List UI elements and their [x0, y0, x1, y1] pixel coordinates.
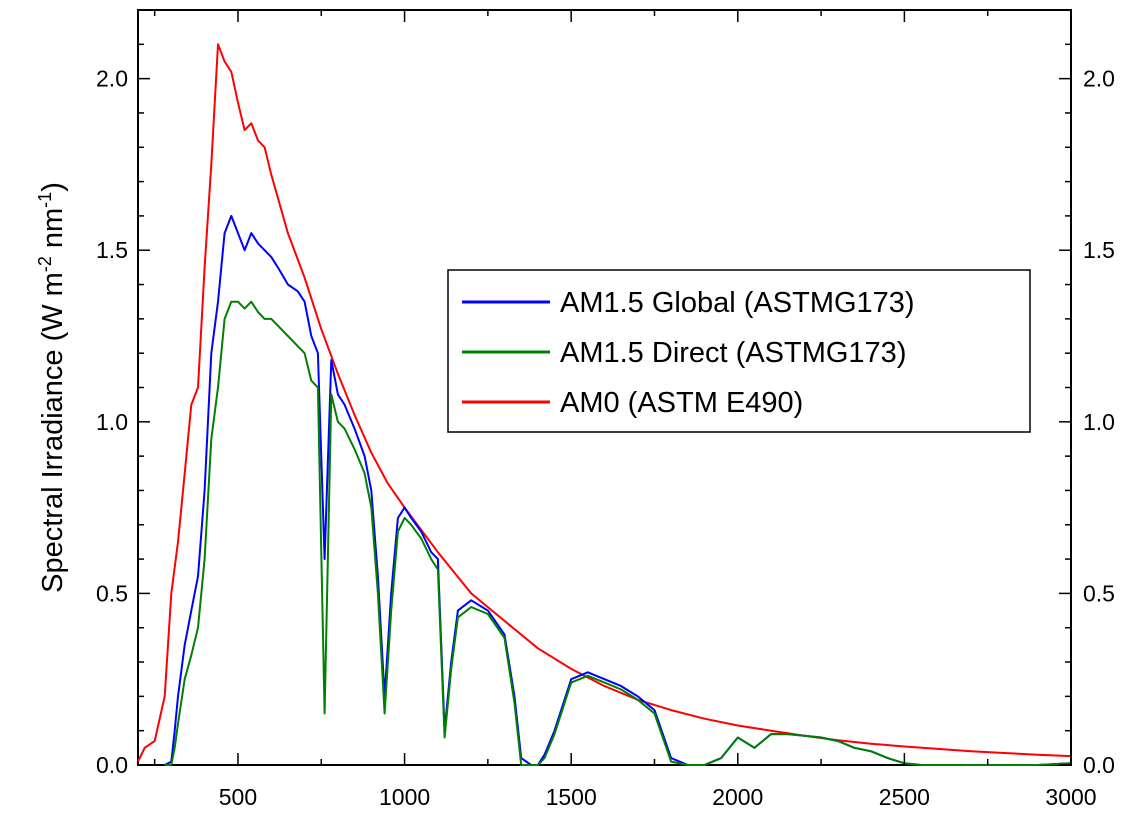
y-axis-title-main: Spectral Irradiance (W m — [37, 272, 69, 593]
y-tick-label-left: 0.5 — [96, 580, 128, 606]
y-tick-label-right: 0.5 — [1083, 580, 1115, 606]
legend-label-2: AM0 (ASTM E490) — [560, 387, 803, 419]
legend-label-1: AM1.5 Direct (ASTMG173) — [560, 337, 906, 369]
y-axis-title-mid: nm — [37, 208, 69, 256]
y-tick-label-right: 2.0 — [1083, 66, 1115, 92]
x-axis-ticks: 500 1000 1500 2000 2500 3000 — [153, 10, 1097, 810]
series-layer — [137, 43, 1072, 766]
y-axis-right-ticks: 0.0 0.5 1.0 1.5 2.0 — [1059, 9, 1115, 778]
y-tick-label-left: 2.0 — [96, 66, 128, 92]
y-axis-title-end: ) — [37, 182, 69, 192]
x-tick-label: 1000 — [379, 784, 430, 810]
series-line-1 — [164, 300, 1072, 766]
y-axis-title: Spectral Irradiance (W m-2 nm-1) — [35, 182, 69, 593]
legend: AM1.5 Global (ASTMG173) AM1.5 Direct (AST… — [447, 269, 1031, 433]
y-tick-label-left: 1.5 — [96, 237, 128, 263]
x-tick-label: 1500 — [546, 784, 597, 810]
y-tick-label-right: 1.5 — [1083, 237, 1115, 263]
y-axis-title-sup1: -2 — [35, 256, 55, 272]
y-tick-label-left: 0.0 — [96, 752, 128, 778]
x-tick-label: 3000 — [1045, 784, 1096, 810]
y-axis-left-ticks: 0.0 0.5 1.0 1.5 2.0 — [96, 9, 150, 778]
y-tick-label-right: 0.0 — [1083, 752, 1115, 778]
x-tick-label: 2000 — [712, 784, 763, 810]
y-axis-title-sup2: -1 — [35, 192, 55, 208]
x-tick-label: 2500 — [879, 784, 930, 810]
legend-label-0: AM1.5 Global (ASTMG173) — [560, 287, 915, 319]
x-tick-label: 500 — [219, 784, 257, 810]
y-tick-label-right: 1.0 — [1083, 409, 1115, 435]
y-tick-label-left: 1.0 — [96, 409, 128, 435]
